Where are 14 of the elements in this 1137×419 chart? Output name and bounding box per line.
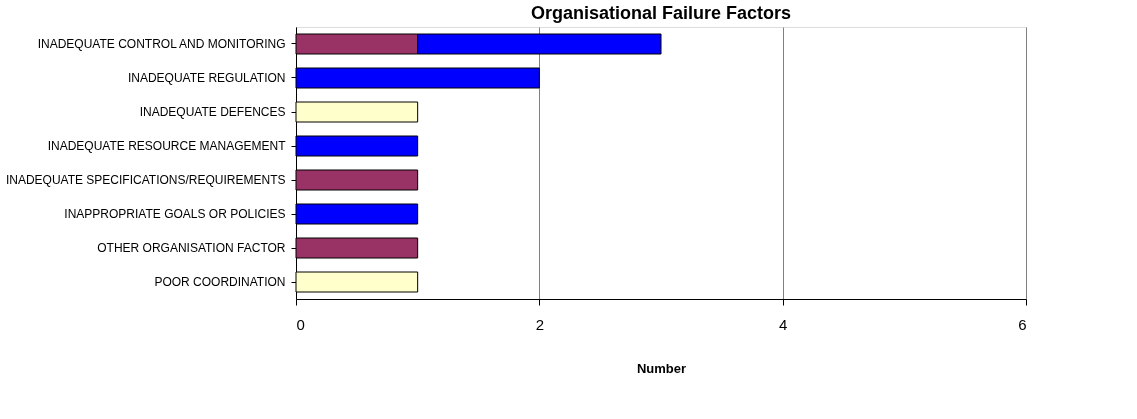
x-tick-label: 4 (778, 315, 788, 333)
y-tick-label: OTHER ORGANISATION FACTOR (97, 241, 286, 255)
y-tick-label: INAPPROPRIATE GOALS OR POLICIES (64, 207, 286, 221)
x-tick-label: 6 (1018, 315, 1027, 333)
y-tick-label: POOR COORDINATION (154, 275, 286, 289)
chart-title: Organisational Failure Factors (530, 3, 792, 23)
y-tick-label: INADEQUATE RESOURCE MANAGEMENT (47, 139, 287, 153)
y-tick-label: INADEQUATE DEFENCES (139, 105, 286, 119)
x-tick-label: 2 (535, 315, 545, 333)
y-tick-label: INADEQUATE REGULATION (127, 71, 286, 85)
x-tick-label: 0 (296, 315, 305, 333)
x-axis-title: Number (636, 360, 687, 376)
y-tick-label: INADEQUATE SPECIFICATIONS/REQUIREMENTS (5, 173, 286, 187)
y-tick-label: INADEQUATE CONTROL AND MONITORING (37, 37, 286, 51)
